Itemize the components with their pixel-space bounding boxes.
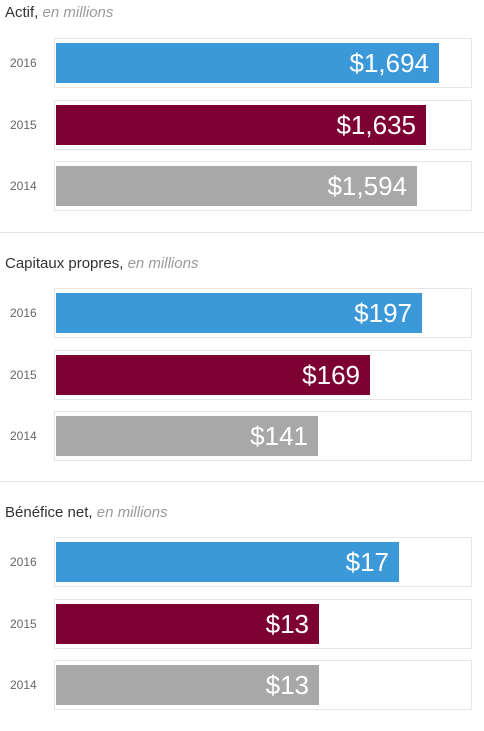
bar-row: 2015 $13	[0, 599, 484, 649]
bar-value-label: $1,694	[349, 48, 429, 78]
bar-2015: $1,635	[56, 105, 426, 145]
bar-row: 2015 $1,635	[0, 100, 484, 150]
chart-section-3: Bénéfice net, en millions 2016 $17 2015 $13 2…	[0, 499, 484, 731]
year-label: 2016	[10, 306, 37, 320]
year-label: 2014	[10, 179, 37, 193]
chart-title-text: Bénéfice net,	[5, 504, 93, 521]
chart-title: Bénéfice net, en millions	[5, 504, 168, 521]
chart-title: Actif, en millions	[5, 4, 113, 21]
year-label: 2015	[10, 118, 37, 132]
year-label: 2016	[10, 555, 37, 569]
bar-row: 2014 $1,594	[0, 161, 484, 211]
bar-value-label: $13	[265, 670, 309, 700]
bar-2016: $197	[56, 293, 422, 333]
section-divider	[0, 481, 484, 482]
bar-row: 2016 $17	[0, 537, 484, 587]
bar-track: $169	[54, 350, 472, 400]
bar-row: 2014 $141	[0, 411, 484, 461]
bar-2014: $141	[56, 416, 318, 456]
bar-2015: $13	[56, 604, 319, 644]
bar-track: $13	[54, 599, 472, 649]
bar-2016: $1,694	[56, 43, 439, 83]
bar-value-label: $13	[265, 609, 309, 639]
bar-2014: $1,594	[56, 166, 417, 206]
bar-track: $1,694	[54, 38, 472, 88]
bar-row: 2016 $1,694	[0, 38, 484, 88]
bar-track: $17	[54, 537, 472, 587]
bar-row: 2014 $13	[0, 660, 484, 710]
chart-section-1: Actif, en millions 2016 $1,694 2015 $1,635 20…	[0, 0, 484, 232]
bar-value-label: $17	[345, 547, 389, 577]
section-divider	[0, 232, 484, 233]
year-label: 2015	[10, 617, 37, 631]
chart-title-text: Capitaux propres,	[5, 255, 124, 272]
bar-track: $1,594	[54, 161, 472, 211]
bar-value-label: $169	[302, 360, 360, 390]
chart-unit-label: en millions	[42, 4, 114, 21]
bar-row: 2015 $169	[0, 350, 484, 400]
chart-unit-label: en millions	[127, 255, 199, 272]
bar-track: $13	[54, 660, 472, 710]
bar-track: $141	[54, 411, 472, 461]
bar-2014: $13	[56, 665, 319, 705]
bar-2016: $17	[56, 542, 399, 582]
bar-track: $1,635	[54, 100, 472, 150]
year-label: 2014	[10, 678, 37, 692]
chart-title-text: Actif,	[5, 4, 39, 21]
year-label: 2016	[10, 56, 37, 70]
bar-value-label: $1,594	[327, 171, 407, 201]
year-label: 2015	[10, 368, 37, 382]
chart-section-2: Capitaux propres, en millions 2016 $197 201…	[0, 250, 484, 482]
bar-value-label: $197	[354, 298, 412, 328]
chart-unit-label: en millions	[96, 504, 168, 521]
bar-value-label: $1,635	[336, 110, 416, 140]
bar-track: $197	[54, 288, 472, 338]
bar-value-label: $141	[250, 421, 308, 451]
chart-title: Capitaux propres, en millions	[5, 255, 198, 272]
bar-2015: $169	[56, 355, 370, 395]
bar-row: 2016 $197	[0, 288, 484, 338]
year-label: 2014	[10, 429, 37, 443]
